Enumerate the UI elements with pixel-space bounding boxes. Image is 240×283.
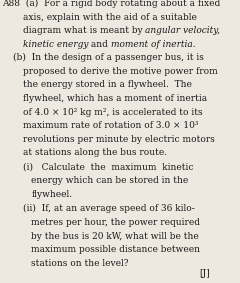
Text: (b)  In the design of a passenger bus, it is: (b) In the design of a passenger bus, it… [13,53,204,62]
Text: energy which can be stored in the: energy which can be stored in the [31,176,188,185]
Text: the energy stored in a flywheel.  The: the energy stored in a flywheel. The [23,80,192,89]
Text: maximum possible distance between: maximum possible distance between [31,245,200,254]
Text: revolutions per minute by electric motors: revolutions per minute by electric motor… [23,135,215,144]
Text: flywheel, which has a moment of inertia: flywheel, which has a moment of inertia [23,94,207,103]
Text: kinetic energy: kinetic energy [23,40,88,49]
Text: proposed to derive the motive power from: proposed to derive the motive power from [23,67,217,76]
Text: metres per hour, the power required: metres per hour, the power required [31,218,200,227]
Text: of 4.0 × 10² kg m², is accelerated to its: of 4.0 × 10² kg m², is accelerated to it… [23,108,202,117]
Text: axis, explain with the aid of a suitable: axis, explain with the aid of a suitable [23,12,197,22]
Text: moment of inertia.: moment of inertia. [111,40,196,49]
Text: and: and [88,40,111,49]
Text: flywheel.: flywheel. [31,190,72,199]
Text: maximum rate of rotation of 3.0 × 10³: maximum rate of rotation of 3.0 × 10³ [23,121,198,130]
Text: stations on the level?: stations on the level? [31,259,129,268]
Text: [J]: [J] [199,269,210,278]
Text: by the bus is 20 kW, what will be the: by the bus is 20 kW, what will be the [31,231,199,241]
Text: at stations along the bus route.: at stations along the bus route. [23,148,167,157]
Text: (ii)  If, at an average speed of 36 kilo-: (ii) If, at an average speed of 36 kilo- [23,204,195,213]
Text: A88  (a)  For a rigid body rotating about a fixed: A88 (a) For a rigid body rotating about … [2,0,221,8]
Text: (i)   Calculate  the  maximum  kinetic: (i) Calculate the maximum kinetic [23,163,193,172]
Text: angular velocity,: angular velocity, [145,26,220,35]
Text: diagram what is meant by: diagram what is meant by [23,26,145,35]
